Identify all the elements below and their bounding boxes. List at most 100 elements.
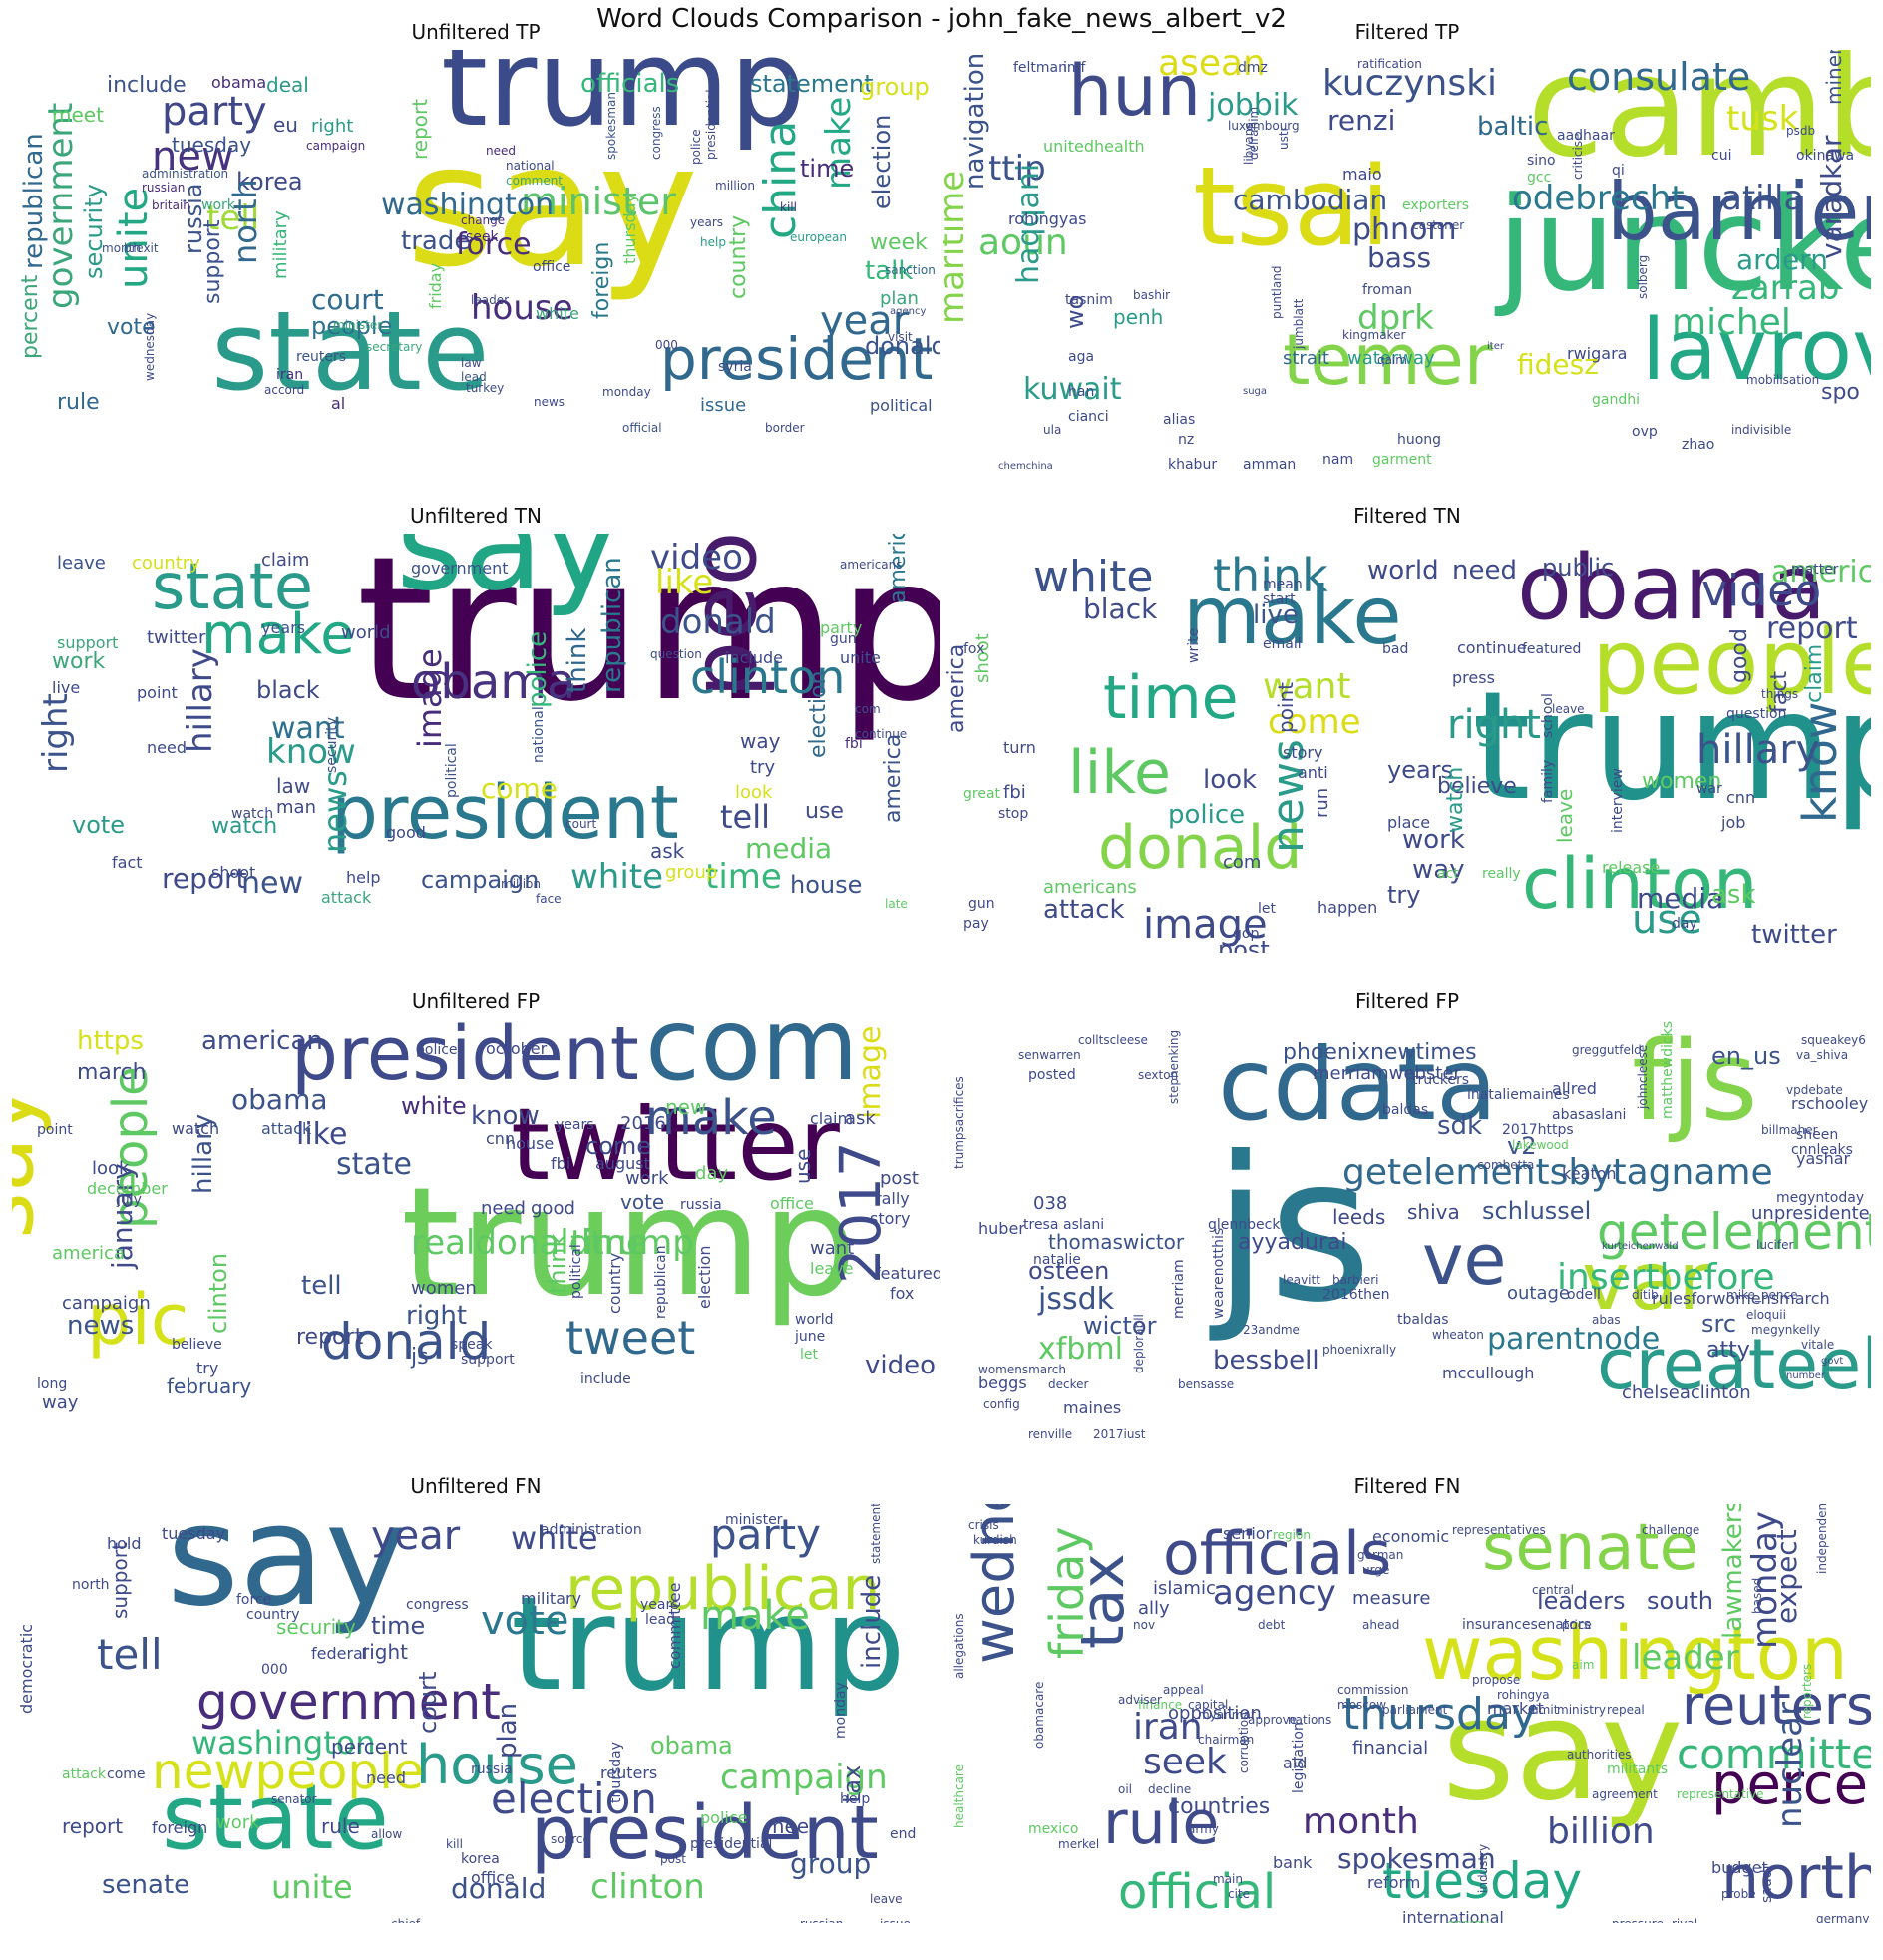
figure-title: Word Clouds Comparison - john_fake_news_… — [596, 4, 1287, 34]
cloud-word: puntland — [1270, 266, 1284, 319]
cloud-word: campaign — [62, 1293, 151, 1314]
word-cloud-canvas: cambodiajuncker tsai barnier lavrov temer hun… — [943, 50, 1871, 469]
cloud-word: official — [622, 421, 662, 435]
cloud-word: bass — [1367, 241, 1431, 274]
cloud-word: lucifer — [1756, 1238, 1793, 1252]
cloud-word: probe — [1721, 1887, 1756, 1901]
cloud-word: visit — [888, 330, 913, 344]
cloud-word: donald — [321, 1313, 491, 1371]
cloud-word: job — [1720, 813, 1745, 832]
cloud-word: leave — [1552, 702, 1585, 716]
cloud-word: believe — [172, 1337, 222, 1353]
cloud-word: unitedhealth — [1043, 137, 1145, 156]
cloud-word: asean — [1158, 50, 1266, 84]
cloud-word: tusk — [1726, 99, 1799, 139]
cloud-word: economic — [1372, 1527, 1449, 1546]
cloud-word: look — [1203, 765, 1257, 795]
cloud-word: combetta — [1477, 1158, 1534, 1172]
cloud-word: german — [1357, 1548, 1403, 1562]
cloud-word: year — [371, 1513, 461, 1559]
cloud-word: imf — [1063, 60, 1087, 76]
cloud-word: aadhaar — [1557, 128, 1615, 144]
cloud-word: know — [1793, 701, 1847, 823]
cloud-word: 000 — [261, 1662, 288, 1678]
cloud-word: obama — [231, 1083, 328, 1116]
cloud-word: eu — [273, 113, 298, 137]
cloud-word: energy — [1447, 1917, 1489, 1923]
cloud-word: unpresidented — [1751, 1203, 1871, 1224]
cloud-word: delrahim — [1247, 107, 1261, 160]
cloud-word: gop — [1233, 926, 1259, 942]
cloud-word: finance — [1138, 1698, 1182, 1712]
cloud-word: turkey — [466, 381, 504, 395]
cloud-word: ask — [1711, 880, 1756, 910]
cloud-word: right — [311, 116, 353, 137]
cloud-word: yashar — [1796, 1149, 1851, 1168]
cloud-word: pic — [87, 1279, 188, 1361]
cloud-word: 2016 — [620, 1113, 666, 1134]
cloud-word: ask — [845, 1108, 876, 1129]
cloud-word: court — [311, 283, 384, 316]
cloud-word: decline — [1148, 1782, 1191, 1796]
cloud-word: shoot — [972, 633, 993, 683]
cloud-word: source — [551, 1832, 590, 1846]
cloud-word: clinton — [690, 650, 845, 704]
cloud-word: vitale — [1801, 1338, 1834, 1352]
cloud-word: libyans — [1242, 122, 1256, 165]
cloud-word: image — [1143, 902, 1268, 948]
cloud-word: new — [152, 134, 234, 180]
cloud-word: democratic — [17, 1624, 36, 1714]
cloud-word: cianci — [1068, 409, 1109, 425]
cloud-word: news — [316, 770, 354, 853]
cloud-word: insurancesenators — [1462, 1617, 1591, 1633]
cloud-word: cdata — [1218, 1026, 1497, 1143]
cloud-word: huber — [978, 1219, 1025, 1238]
cloud-word: eloquii — [1746, 1308, 1786, 1322]
cloud-word: really — [1482, 866, 1521, 882]
cloud-word: mean — [1263, 577, 1303, 592]
cloud-word: group — [790, 1847, 871, 1880]
cloud-word: senate — [1482, 1511, 1698, 1585]
cloud-word: navigation — [960, 53, 990, 190]
cloud-word: odebrecht — [1512, 179, 1685, 218]
cloud-word: atilla — [1721, 179, 1804, 218]
cloud-word: fox — [963, 641, 984, 657]
cloud-word: realdonaldtrump — [411, 1223, 694, 1263]
cloud-word: issue — [880, 1917, 911, 1923]
cloud-word: nz — [1178, 432, 1194, 448]
cloud-word: aoun — [978, 222, 1068, 263]
cloud-word: image — [853, 1026, 888, 1119]
word-cloud-canvas: say trump state president republican housenew… — [17, 1504, 916, 1923]
cloud-word: january — [106, 1163, 139, 1270]
cloud-word: people — [103, 1066, 159, 1229]
cloud-word: public — [1542, 554, 1614, 582]
cloud-word: october — [486, 1039, 548, 1058]
cloud-word: law — [276, 774, 310, 798]
cloud-word: support — [200, 219, 225, 304]
cloud-word: let — [1258, 901, 1277, 917]
cloud-word: meet — [765, 1814, 817, 1838]
cloud-word: ttip — [988, 149, 1046, 189]
cloud-word: republican — [597, 557, 627, 693]
cloud-word: truckers — [1412, 1072, 1469, 1088]
cloud-word: media — [1637, 882, 1723, 915]
cloud-word: gun — [968, 896, 995, 912]
cloud-word: post — [1218, 936, 1270, 953]
word-cloud: say washington senate officials tax wednesday… — [943, 1504, 1871, 1923]
cloud-word: mobilisation — [1746, 373, 1819, 387]
cloud-word: republican — [565, 1554, 881, 1624]
cloud-word: look — [735, 782, 773, 803]
cloud-word: sino — [1527, 153, 1556, 169]
cloud-word: gandhi — [1592, 392, 1640, 408]
cloud-word: reuters — [296, 349, 346, 365]
cloud-word: time — [800, 155, 854, 183]
cloud-word: phoenixrally — [1322, 1343, 1396, 1357]
cloud-word: like — [296, 1117, 347, 1152]
panel-title: Unfiltered FP — [411, 989, 541, 1013]
cloud-word: thursday — [1342, 1689, 1537, 1740]
cloud-word: august — [595, 1154, 650, 1173]
cloud-word: han — [1068, 384, 1094, 400]
cloud-word: newpeople — [152, 1743, 424, 1800]
cloud-word: act — [1437, 866, 1459, 882]
panel-title: Filtered TN — [1353, 504, 1461, 528]
